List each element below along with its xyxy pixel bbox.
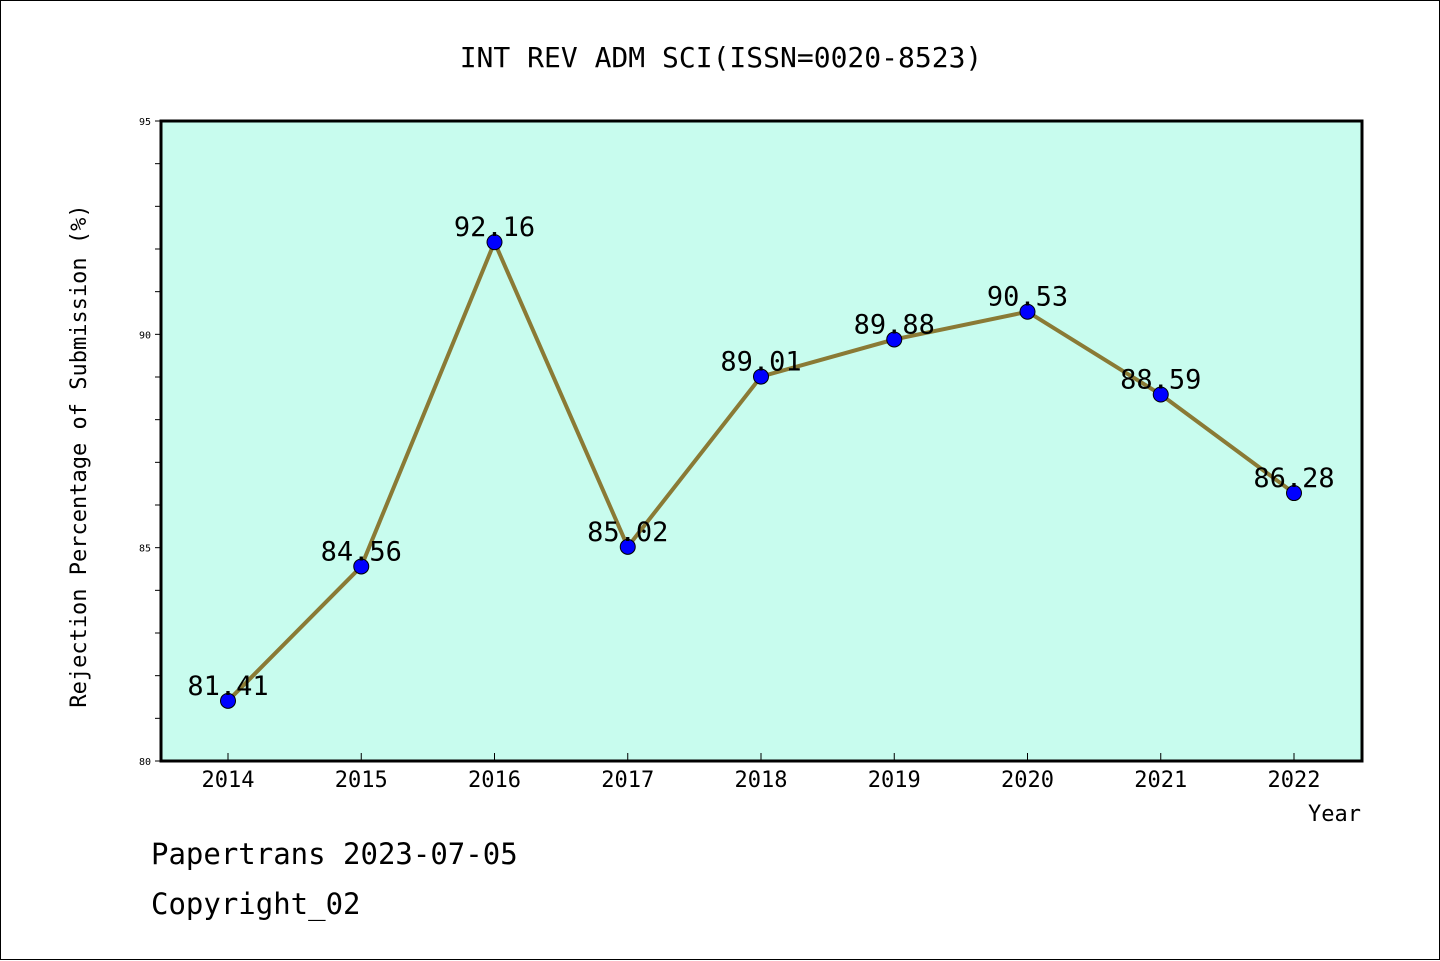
x-tick-label: 2015 <box>335 768 388 793</box>
x-tick-label: 2022 <box>1268 768 1321 793</box>
y-tick-label: 85 <box>139 544 151 555</box>
x-tick-label: 2021 <box>1134 768 1187 793</box>
x-axis-label: Year <box>1308 802 1361 827</box>
data-point <box>353 558 370 575</box>
data-label: 90.53 <box>987 282 1068 313</box>
series-layer: 81.41 84.56 92.16 85.02 89.01 89.88 90.53 88.59… <box>187 212 1335 709</box>
y-tick-label: 90 <box>139 330 151 341</box>
footer-date: Papertrans 2023-07-05 <box>151 837 518 871</box>
data-point <box>1286 485 1302 502</box>
y-tick-label: 95 <box>139 117 151 128</box>
data-point <box>619 538 636 555</box>
x-tick-label: 2016 <box>468 768 521 793</box>
y-tick-label: 80 <box>139 757 151 768</box>
x-tick-label: 2020 <box>1001 768 1054 793</box>
chart-title: INT REV ADM SCI(ISSN=0020-8523) <box>460 41 983 74</box>
data-point <box>486 234 503 251</box>
data-point <box>220 692 236 709</box>
data-point <box>753 368 769 385</box>
x-tick-label: 2019 <box>868 768 921 793</box>
data-label: 86.28 <box>1253 463 1334 494</box>
data-label: 81.41 <box>187 671 268 702</box>
data-point <box>1152 386 1169 403</box>
y-axis-ticks: 80 85 90 95 <box>139 117 161 768</box>
data-label: 92.16 <box>454 212 535 243</box>
data-label: 84.56 <box>321 536 402 567</box>
data-point <box>1019 303 1036 320</box>
data-label: 85.02 <box>587 517 668 548</box>
data-label: 88.59 <box>1120 364 1201 395</box>
x-tick-label: 2018 <box>735 768 788 793</box>
x-axis-ticks: 2014 2015 2016 2017 2018 2019 2020 2021 2022 <box>202 753 1321 793</box>
x-tick-label: 2014 <box>202 768 255 793</box>
footer-copyright: Copyright_02 <box>151 887 361 921</box>
plot-area <box>161 121 1362 761</box>
plot-frame <box>159 119 1364 763</box>
x-tick-label: 2017 <box>601 768 654 793</box>
data-label: 89.01 <box>720 347 801 378</box>
data-label: 89.88 <box>854 309 935 340</box>
data-point <box>886 331 903 348</box>
y-axis-label: Rejection Percentage of Submission (%) <box>67 204 92 707</box>
